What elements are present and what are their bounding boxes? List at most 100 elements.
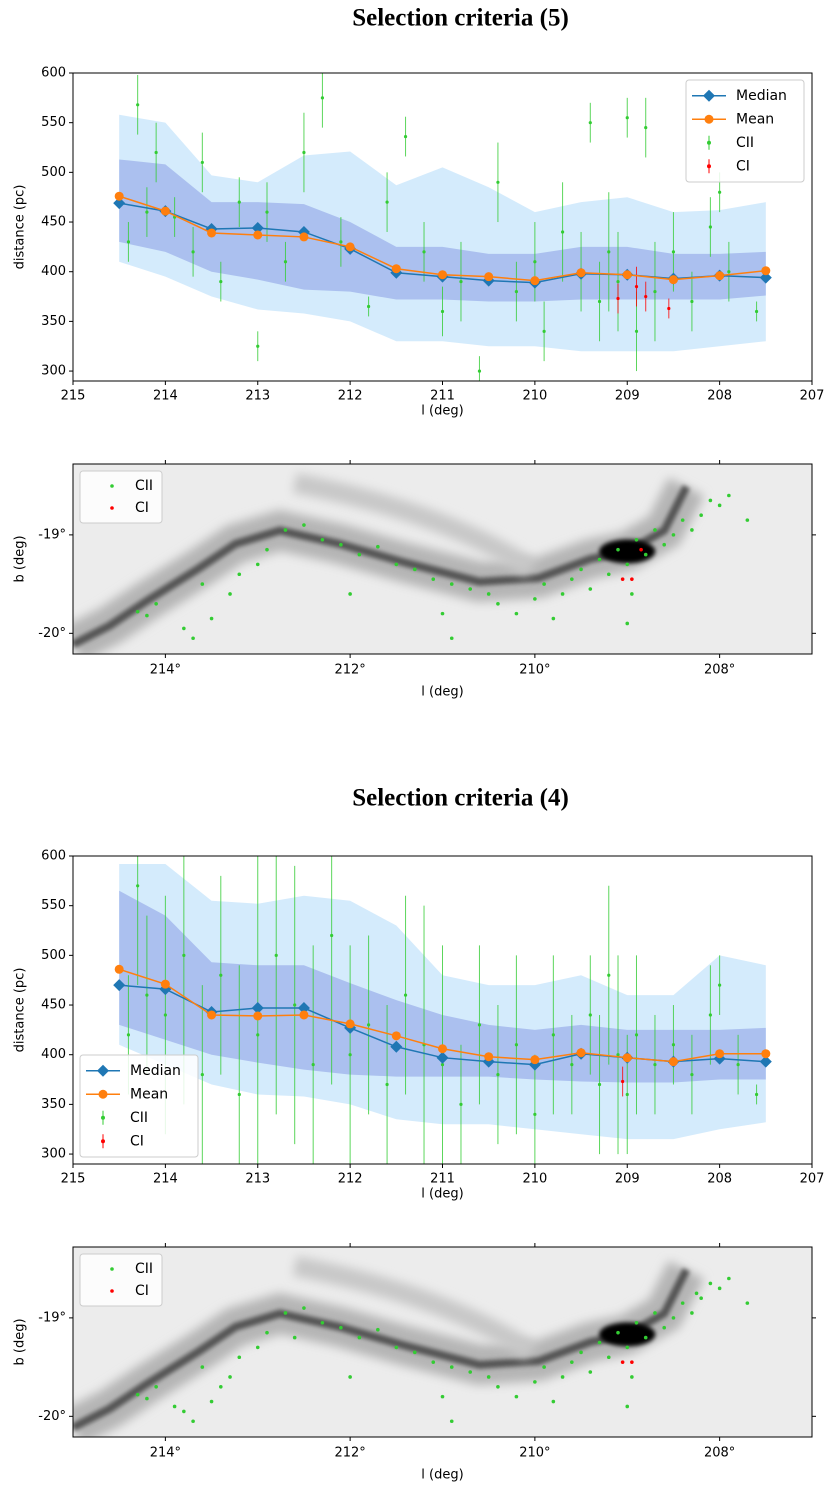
- y-tick-label: 550: [41, 115, 66, 130]
- legend-label: CII: [736, 135, 754, 151]
- y-axis-label: distance (pc): [13, 968, 28, 1053]
- point: [496, 1384, 500, 1389]
- point: [440, 309, 445, 314]
- point: [339, 1325, 343, 1330]
- point: [440, 611, 445, 616]
- marker: [345, 242, 355, 252]
- point: [514, 289, 519, 294]
- point: [339, 240, 343, 244]
- x-tick-label: 212: [338, 389, 363, 404]
- x-tick-label: 211: [430, 1172, 455, 1187]
- point: [237, 200, 241, 204]
- legend-box: [79, 1253, 163, 1307]
- point: [616, 547, 620, 552]
- marker: [759, 1055, 772, 1068]
- x-tick-label: 214°: [150, 663, 181, 678]
- legend-marker: [98, 1089, 108, 1099]
- point: [570, 1360, 574, 1364]
- point: [191, 1419, 195, 1424]
- point: [403, 134, 408, 139]
- point: [403, 993, 408, 997]
- point: [339, 542, 343, 547]
- marker: [576, 1048, 586, 1058]
- point: [736, 1063, 740, 1067]
- x-tick-label: 215: [61, 1172, 86, 1187]
- marker: [207, 228, 217, 238]
- point: [182, 1409, 186, 1414]
- point: [449, 1365, 454, 1369]
- point: [699, 1296, 703, 1300]
- y-tick-label: -20°: [38, 626, 66, 641]
- marker: [761, 1049, 771, 1059]
- point: [348, 1053, 352, 1057]
- point: [154, 150, 158, 155]
- y-tick-label: 600: [41, 66, 66, 81]
- point: [727, 270, 731, 274]
- point: [616, 1053, 620, 1057]
- y-tick-label: 400: [41, 264, 66, 279]
- point: [606, 572, 611, 577]
- legend-label: CI: [130, 1133, 144, 1149]
- point: [514, 1043, 519, 1047]
- point: [320, 96, 325, 100]
- point: [718, 190, 722, 194]
- point: [621, 1079, 625, 1084]
- point: [265, 210, 269, 214]
- point: [200, 160, 204, 165]
- axes-frame: [72, 1246, 813, 1438]
- point: [256, 344, 260, 348]
- point: [348, 592, 352, 596]
- point: [219, 1384, 223, 1389]
- point: [662, 542, 666, 547]
- x-tick-label: 215: [61, 389, 86, 404]
- point: [449, 636, 454, 641]
- cloud-core: [599, 1322, 656, 1347]
- legend-marker: [101, 1115, 105, 1120]
- y-tick-label: 350: [41, 1097, 66, 1112]
- x-axis-label: l (deg): [421, 404, 463, 419]
- marker: [207, 1010, 217, 1020]
- y-tick-label: 350: [41, 314, 66, 329]
- point: [330, 933, 334, 938]
- point: [690, 1311, 694, 1315]
- legend-marker: [110, 506, 114, 510]
- point: [690, 299, 694, 304]
- point: [283, 260, 288, 264]
- x-tick-label: 208: [707, 389, 732, 404]
- point: [182, 626, 186, 631]
- y-tick-label: 300: [41, 364, 66, 379]
- point: [376, 544, 380, 549]
- point: [376, 1327, 380, 1332]
- point: [468, 1370, 473, 1374]
- point: [514, 1394, 519, 1399]
- legend-marker: [110, 484, 114, 488]
- point: [533, 1380, 537, 1384]
- point: [459, 280, 463, 284]
- point: [560, 1375, 565, 1379]
- marker: [345, 1019, 355, 1029]
- point: [486, 1375, 491, 1379]
- point: [620, 1360, 625, 1364]
- point: [625, 1404, 630, 1409]
- point: [255, 1345, 260, 1350]
- axes-frame: [72, 72, 813, 382]
- point: [219, 280, 223, 284]
- point: [265, 547, 269, 552]
- point: [367, 1023, 371, 1027]
- y-tick-label: 450: [41, 998, 66, 1013]
- marker: [668, 1057, 678, 1067]
- point: [630, 592, 634, 596]
- legend-marker: [704, 114, 714, 124]
- point: [209, 1399, 214, 1404]
- y-tick-label: -19°: [38, 527, 66, 542]
- x-tick-label: 210°: [519, 1446, 550, 1461]
- legend-label: Median: [130, 1063, 181, 1079]
- legend: Median Mean CII CI: [685, 79, 805, 183]
- point: [200, 1365, 205, 1369]
- chart-title: Selection criteria (4): [352, 785, 569, 812]
- marker: [297, 1002, 310, 1015]
- point: [625, 1345, 630, 1350]
- point: [616, 296, 620, 301]
- marker: [484, 272, 494, 282]
- x-tick-label: 210: [522, 389, 547, 404]
